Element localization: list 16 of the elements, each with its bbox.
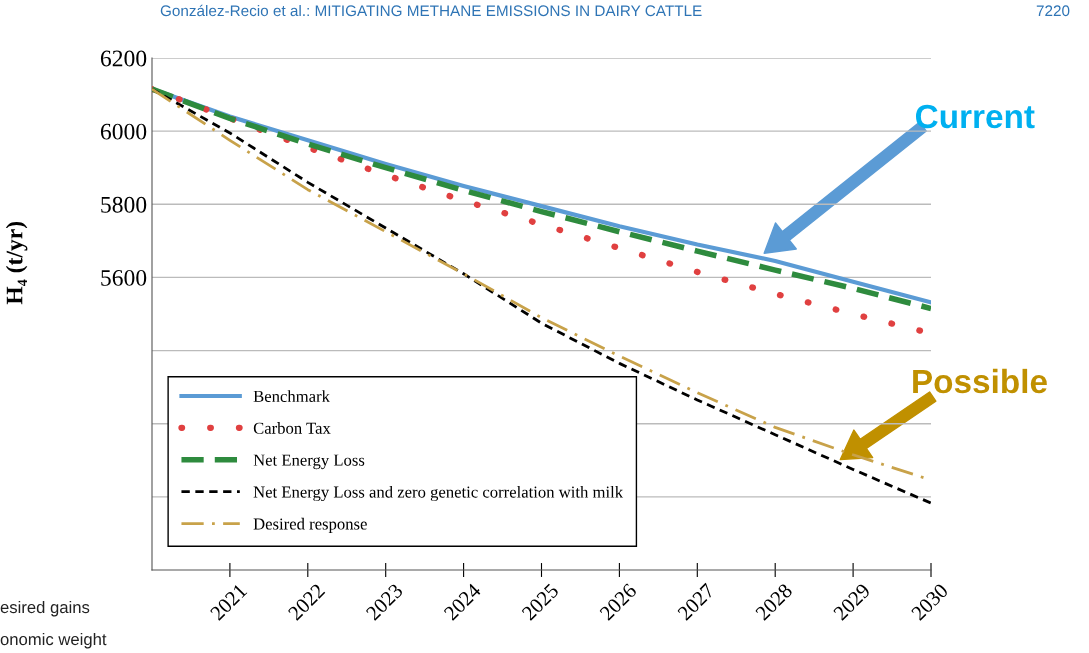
text: esired gains — [0, 600, 90, 617]
y-tick-label: 6000 — [100, 123, 147, 140]
text: onomic weight — [0, 632, 107, 649]
legend-label: Net Energy Loss — [253, 454, 365, 470]
legend-label: Benchmark — [253, 390, 330, 402]
y-axis-title: H₄ (t/yr) — [5, 221, 28, 305]
legend-label: Desired response — [253, 517, 367, 533]
text: González-Recio et al.: MITIGATING METHANE EMISSIONS IN DAIRY CATTLE — [160, 4, 702, 17]
y-tick-label: 6200 — [100, 50, 147, 67]
annotation: Possible — [913, 368, 1047, 394]
y-tick-label: 5600 — [101, 269, 147, 286]
y-tick-label: 5800 — [101, 196, 147, 213]
legend-label: Carbon Tax — [253, 422, 331, 434]
text: 7220 — [1036, 5, 1070, 17]
legend-label: Net Energy Loss and zero genetic correlation with milk — [253, 485, 624, 502]
annotation: Current — [915, 104, 1035, 129]
